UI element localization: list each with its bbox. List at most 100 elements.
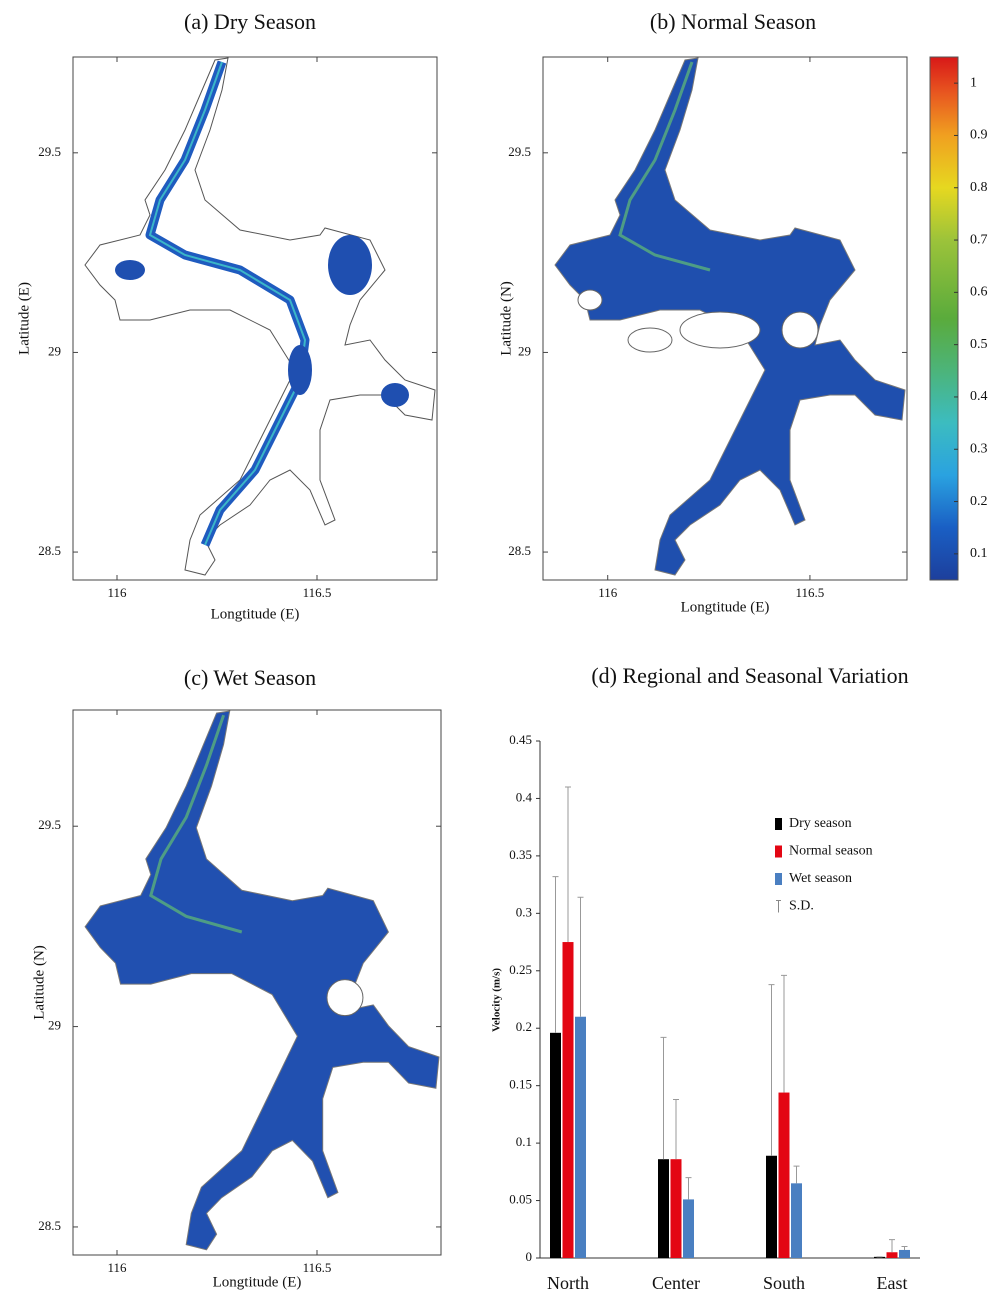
bar [899,1249,910,1258]
y-tick-label: 28.5 [508,543,531,558]
colorbar-tick-label: 0.8 [970,180,988,195]
flow-patch [381,383,409,407]
y-tick-label: 0.25 [509,962,532,977]
error-bar [793,1165,800,1184]
flow-patch [115,260,145,280]
x-tick-label: 116.5 [303,1260,332,1275]
y-axis-label: Velocity (m/s) [491,968,503,1032]
category-label: South [763,1273,805,1293]
legend-marker [775,818,782,830]
bar [778,1092,790,1258]
y-axis-label: Latitude (N) [498,281,514,356]
lake-outline [84,57,436,576]
y-tick-label: 0.4 [516,789,533,804]
bar [766,1155,777,1258]
map-title: (b) Normal Season [650,9,816,34]
y-tick-label: 28.5 [38,543,61,558]
category-label: North [547,1273,589,1293]
island [326,979,364,1017]
dry-area [781,311,819,349]
map-frame [72,709,442,1256]
bar [791,1183,802,1258]
x-axis-label: Longtitude (E) [681,599,770,615]
legend-marker [775,873,782,885]
lake-area [84,710,440,1251]
colorbar-tick-label: 0.6 [970,285,988,300]
x-tick-label: 116 [598,585,618,600]
flow-core [148,61,307,546]
flow-core [149,714,243,934]
y-tick-label: 29 [48,343,61,358]
error-bar [768,984,775,1156]
bar [658,1159,669,1258]
bar [550,1032,561,1258]
y-tick-label: 0.1 [516,1134,532,1149]
y-tick-label: 29.5 [38,144,61,159]
error-bar [673,1098,679,1160]
y-tick-label: 28.5 [38,1218,61,1233]
error-bar [889,1239,895,1253]
legend-sd-marker [776,900,781,913]
bar [886,1252,898,1258]
dry-area [577,289,603,311]
legend-label: Wet season [789,871,852,886]
y-tick-label: 0.2 [516,1019,532,1034]
bar [575,1016,586,1258]
map-panel: (b) Normal Season 116 116.5 28.5 29 29.5 Longt… [498,9,987,615]
legend-label: S.D. [789,899,814,914]
x-tick-label: 116.5 [796,585,825,600]
legend-label: Normal season [789,844,873,859]
x-axis-label: Longtitude (E) [211,606,300,622]
map-title: (c) Wet Season [184,665,316,690]
y-tick-label: 0.3 [516,904,532,919]
colorbar [929,56,959,581]
colorbar-tick-label: 0.5 [970,337,988,352]
bar [874,1256,885,1258]
x-tick-label: 116.5 [303,585,332,600]
map-frame [542,56,908,581]
category-label: Center [652,1273,700,1293]
bar [683,1199,694,1258]
colorbar-tick-label: 0.4 [970,389,988,404]
y-tick-label: 0.45 [509,732,532,747]
x-tick-label: 116 [107,585,127,600]
legend-label: Dry season [789,816,852,831]
y-axis-label: Latitude (E) [16,282,32,355]
bar [670,1159,682,1258]
y-tick-label: 0.15 [509,1077,532,1092]
colorbar-tick-label: 0.2 [970,494,988,509]
flow-patch [328,235,372,295]
dry-area [627,327,673,353]
y-tick-label: 0.05 [509,1192,532,1207]
error-bar [685,1177,692,1200]
y-tick-label: 29.5 [508,144,531,159]
y-axis-label: Latitude (N) [31,945,47,1020]
y-tick-label: 0 [526,1249,533,1264]
bar-panel: (d) Regional and Seasonal Variation 0 0.05… [491,663,920,1293]
category-label: East [877,1273,908,1293]
colorbar-tick-label: 0.9 [970,128,988,143]
error-bar [577,896,584,1017]
map-title: (a) Dry Season [184,9,316,34]
error-bar [552,876,559,1033]
chart-title: (d) Regional and Seasonal Variation [591,663,908,688]
error-bar [565,786,571,943]
map-panel: (a) Dry Season 116 116.5 28.5 29 29.5 Longtitu… [16,9,438,622]
dry-area [679,311,761,349]
error-bar [901,1246,908,1250]
colorbar-tick-label: 0.1 [970,546,988,561]
y-tick-label: 29 [518,343,531,358]
colorbar-tick-label: 0.7 [970,232,988,247]
x-axis-label: Longtitude (E) [213,1274,302,1290]
y-tick-label: 0.35 [509,847,532,862]
error-bar [660,1036,667,1160]
map-panel: (c) Wet Season 116 116.5 28.5 29 29.5 Longtitu… [31,665,442,1290]
x-tick-label: 116 [107,1260,127,1275]
flow-core [618,61,711,272]
y-tick-label: 29.5 [38,817,61,832]
colorbar-tick-label: 0.3 [970,441,988,456]
colorbar-tick-label: 1 [970,75,977,90]
bar [562,942,574,1258]
